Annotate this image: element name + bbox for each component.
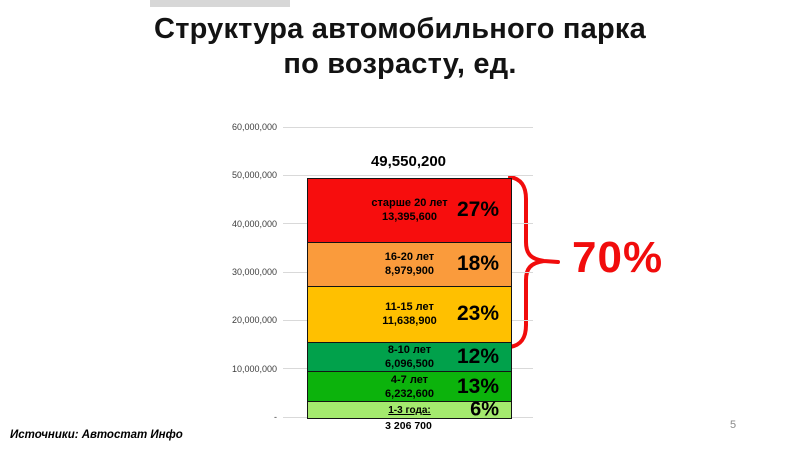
bar-segment-16-20: 16-20 лет 8,979,900 18% xyxy=(308,243,511,287)
segment-value-label: 11,638,900 xyxy=(382,315,437,328)
bar-segment-1-3: 1-3 года: 6% xyxy=(308,399,511,421)
segment-age-label: 16-20 лет xyxy=(384,251,435,264)
segment-age-label: 8-10 лет xyxy=(387,343,432,356)
page-number: 5 xyxy=(730,419,737,431)
page-title-line-2: по возрасту, ед. xyxy=(283,48,517,81)
segment-label: 11-15 лет 11,638,900 xyxy=(382,300,436,329)
gridline xyxy=(283,174,533,176)
y-axis-tick-label: 50,000,000 xyxy=(231,170,277,181)
segment-age-label: 4-7 лет xyxy=(390,373,429,386)
total-value-label: 49,550,200 xyxy=(370,152,447,170)
bar-segment-older-20: старше 20 лет 13,395,600 27% xyxy=(308,178,511,244)
source-note: Источники: Автостат Инфо xyxy=(10,429,183,441)
segment-value-label: 8,979,900 xyxy=(385,265,434,278)
page-title: Структура автомобильного парка по возраст… xyxy=(10,12,790,83)
segment-percent-label: 13% xyxy=(456,374,499,398)
y-axis-tick-label: 30,000,000 xyxy=(231,267,277,277)
y-axis-tick-label: 60,000,000 xyxy=(231,122,277,132)
segment-percent-label: 12% xyxy=(456,345,499,369)
bar-segment-11-15: 11-15 лет 11,638,900 23% xyxy=(308,286,511,343)
segment-age-label: старше 20 лет xyxy=(371,197,448,210)
segment-age-label: 11-15 лет xyxy=(385,300,434,313)
segment-label: 1-3 года: xyxy=(388,405,430,416)
segment-value-label: 6,232,600 xyxy=(385,387,434,400)
segment-value-label: 13,395,600 xyxy=(381,211,438,224)
y-axis-tick-label: 10,000,000 xyxy=(231,363,277,374)
segment-percent-label: 6% xyxy=(470,398,499,421)
segment-value-label: 6,096,500 xyxy=(385,358,434,371)
y-axis-tick-label: - xyxy=(274,412,277,422)
segment-value-below-bar: 3 206 700 xyxy=(385,420,432,432)
segment-label: 4-7 лет 6,232,600 xyxy=(385,373,434,402)
brace-path xyxy=(508,175,560,349)
segment-age-label: 1-3 года: xyxy=(388,404,431,416)
segment-label: 16-20 лет 8,979,900 xyxy=(385,250,434,279)
stacked-bar: старше 20 лет 13,395,600 27% 16-20 лет 8,979… xyxy=(307,177,512,421)
annotation-70-percent-label: 70% xyxy=(572,233,664,282)
gridline xyxy=(283,126,533,128)
brace-annotation-icon xyxy=(508,175,560,349)
segment-percent-label: 27% xyxy=(456,198,499,222)
segment-percent-label: 23% xyxy=(456,302,499,326)
segment-label: старше 20 лет 13,395,600 xyxy=(371,196,447,225)
segment-label: 8-10 лет 6,096,500 xyxy=(385,343,434,372)
top-strip-decoration xyxy=(150,0,290,7)
y-axis-tick-label: 40,000,000 xyxy=(231,218,277,229)
y-axis-tick-label: 20,000,000 xyxy=(231,315,277,326)
segment-percent-label: 18% xyxy=(456,252,499,276)
bar-segment-8-10: 8-10 лет 6,096,500 12% xyxy=(308,342,511,373)
page-title-line-1: Структура автомобильного парка xyxy=(154,13,646,45)
bar-segment-4-7: 4-7 лет 6,232,600 13% xyxy=(308,372,511,403)
